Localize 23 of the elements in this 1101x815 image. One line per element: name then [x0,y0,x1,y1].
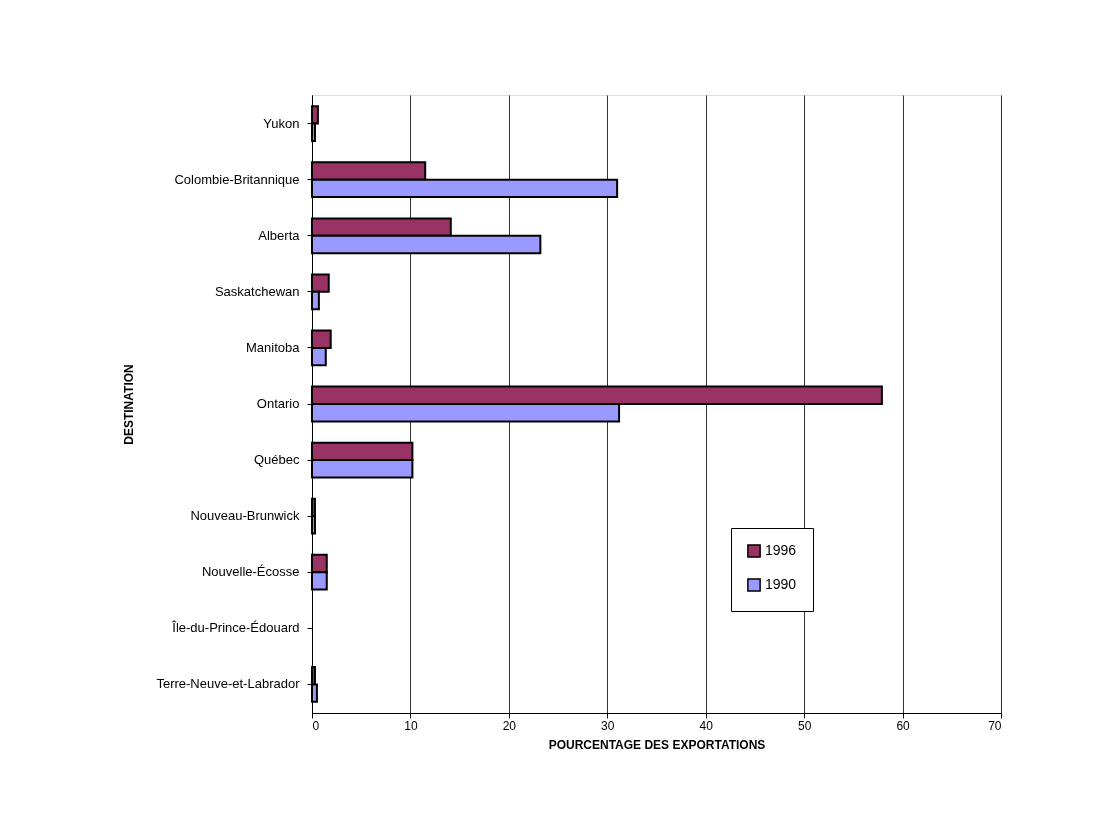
legend-label: 1990 [765,576,797,592]
y-tick-label: Nouvelle-Écosse [201,564,300,580]
x-tick-label: 20 [502,718,517,733]
x-tick-label: 10 [404,718,418,733]
y-tick-label: Ontario [256,396,300,411]
x-axis-title: POURCENTAGE DES EXPORTATIONS [548,737,766,752]
x-tick-label: 60 [896,718,911,733]
y-axis-title: DESTINATION [122,364,137,445]
y-tick-label: Saskatchewan [214,283,300,299]
x-tick-label: 40 [699,718,714,733]
y-tick-label: Québec [253,452,300,468]
y-tick-label: Manitoba [246,339,301,355]
x-tick-label: 30 [601,718,615,733]
y-tick-label: Terre-Neuve-et-Labrador [156,676,301,692]
y-tick-label: Nouveau-Brunwick [190,508,300,524]
x-tick-label: 70 [988,718,1002,733]
legend-label: 1996 [765,542,797,558]
y-tick-label: Île-du-Prince-Édouard [171,620,300,636]
y-tick-label: Alberta [258,227,301,243]
y-tick-label: Yukon [263,115,300,131]
x-tick-label: 0 [312,718,320,733]
y-tick-label: Colombie-Britannique [174,171,300,187]
x-tick-label: 50 [797,718,812,733]
